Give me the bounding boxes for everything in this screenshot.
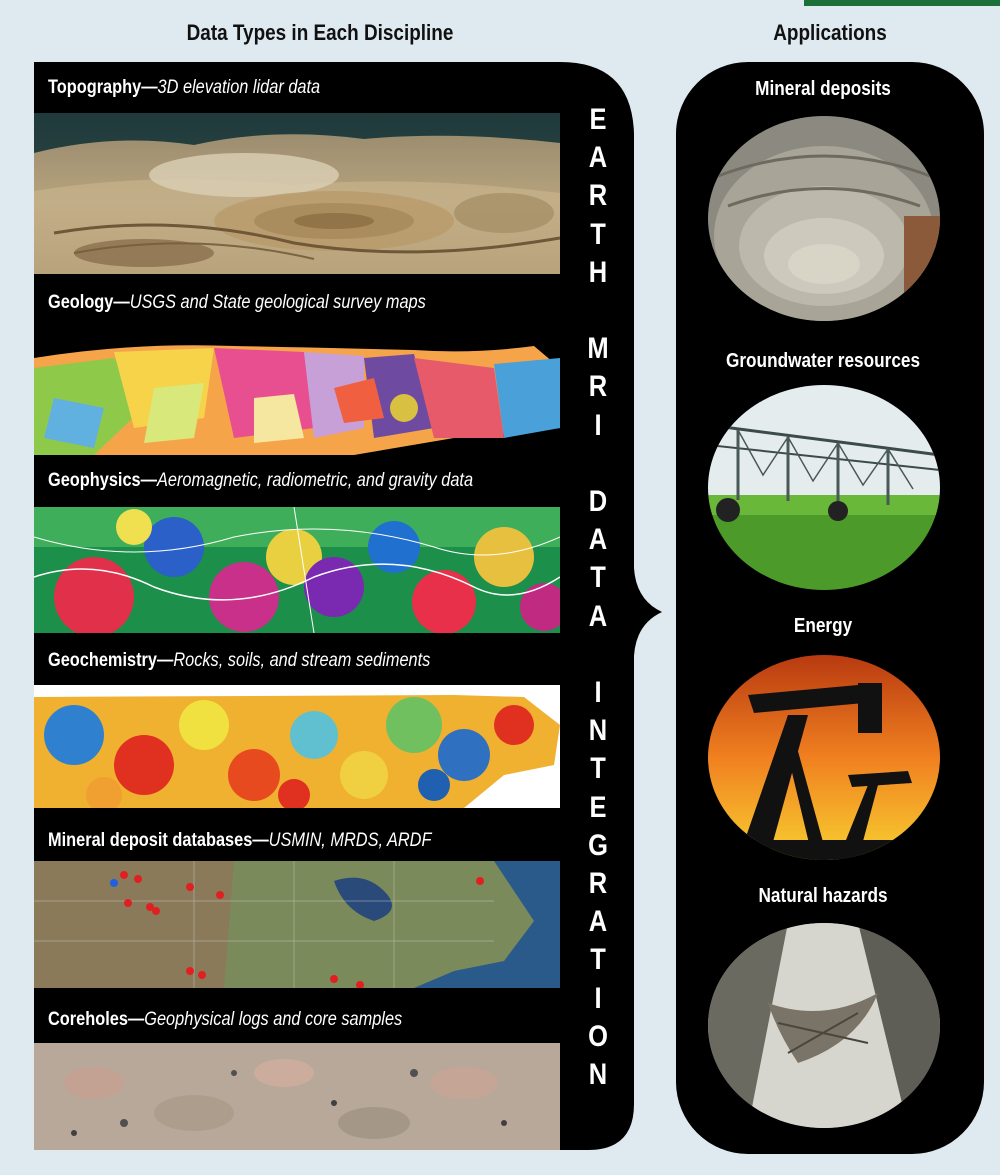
vertical-letter: I — [594, 676, 602, 709]
vertical-letter: D — [588, 485, 608, 518]
vertical-letter: A — [588, 141, 608, 175]
geophysics-map-image — [34, 507, 560, 633]
vertical-letter: M — [587, 332, 609, 366]
vertical-letter: N — [588, 1058, 608, 1091]
corner-tab — [804, 0, 1000, 6]
discipline-title-geochemistry: Geochemistry—Rocks, soils, and stream se… — [48, 650, 431, 671]
vertical-letter: H — [588, 255, 608, 289]
vertical-letter: T — [590, 943, 606, 977]
application-title-mineral-deposits: Mineral deposits — [755, 78, 891, 100]
mineral-deposits-photo — [708, 116, 940, 321]
discipline-title-geophysics: Geophysics—Aeromagnetic, radiometric, an… — [48, 470, 474, 491]
vertical-letter: E — [589, 103, 607, 136]
vertical-letter: T — [590, 217, 606, 251]
application-title-energy: Energy — [793, 615, 853, 637]
left-column-header: Data Types in Each Discipline — [186, 20, 454, 45]
discipline-title-coreholes: Coreholes—Geophysical logs and core samp… — [48, 1009, 403, 1030]
vertical-letter: E — [589, 790, 607, 824]
vertical-letter: T — [590, 752, 606, 786]
vertical-letter: O — [588, 1019, 608, 1053]
vertical-letter: R — [588, 179, 608, 213]
geology-map-image — [34, 328, 560, 455]
vertical-letter: N — [588, 714, 608, 748]
vertical-letter: R — [588, 867, 608, 900]
vertical-letter: T — [590, 561, 606, 595]
vertical-letter: I — [594, 981, 602, 1015]
vertical-letter: A — [588, 599, 608, 633]
vertical-letter: R — [588, 370, 608, 404]
groundwater-resources-photo — [708, 385, 940, 590]
discipline-title-geology: Geology—USGS and State geological survey… — [48, 292, 426, 313]
geochemistry-map-image — [34, 685, 560, 808]
mineral-deposit-map-image — [34, 861, 560, 988]
vertical-letter: G — [588, 828, 608, 862]
topography-lidar-image — [34, 113, 560, 274]
vertical-letter: I — [594, 408, 602, 442]
energy-photo — [708, 655, 940, 860]
application-title-natural-hazards: Natural hazards — [758, 885, 888, 907]
vertical-letter: A — [588, 523, 608, 557]
corehole-sample-image — [34, 1043, 560, 1150]
vertical-letter: A — [588, 905, 608, 939]
applications-block — [676, 62, 984, 1154]
right-column-header: Applications — [773, 20, 887, 45]
natural-hazards-photo — [708, 923, 940, 1128]
discipline-title-mineral-deposit-databases: Mineral deposit databases—USMIN, MRDS, A… — [48, 830, 432, 851]
application-title-groundwater-resources: Groundwater resources — [725, 350, 921, 372]
discipline-title-topography: Topography—3D elevation lidar data — [48, 77, 321, 98]
